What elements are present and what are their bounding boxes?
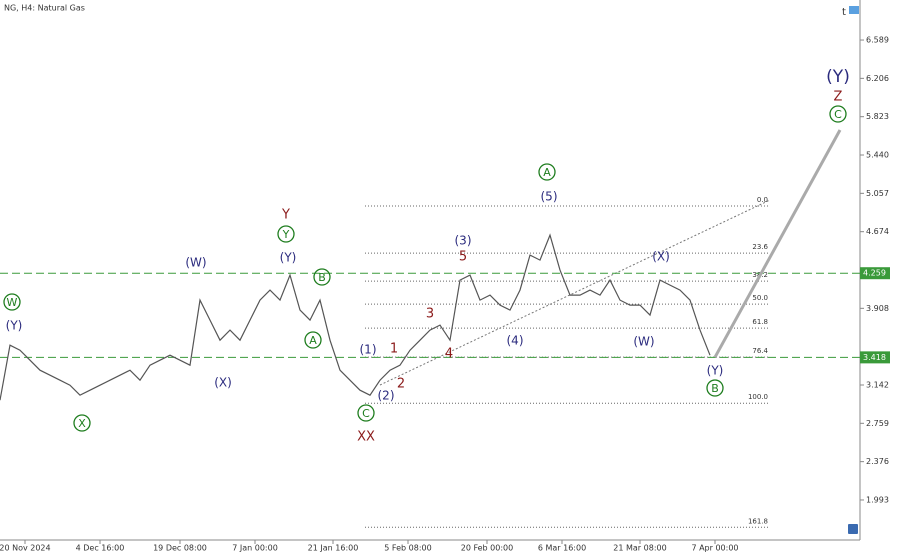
price-line-series xyxy=(713,129,842,358)
wave-label: Y xyxy=(281,208,290,223)
y-tick-label: 2.759 xyxy=(866,419,889,428)
wave-label: (W) xyxy=(633,335,654,349)
x-tick-label: 4 Dec 16:00 xyxy=(76,544,125,553)
fib-label: 161.8 xyxy=(748,517,768,525)
x-tick-label: 21 Jan 16:00 xyxy=(308,544,359,553)
price-line-series xyxy=(0,233,711,401)
x-tick-label: 6 Mar 16:00 xyxy=(538,544,586,553)
fib-label: 50.0 xyxy=(752,294,768,302)
icon[interactable] xyxy=(848,524,858,534)
wave-circle xyxy=(313,268,331,286)
icon[interactable]: t xyxy=(842,7,846,18)
wave-label: C xyxy=(362,407,370,420)
price-label-box xyxy=(860,351,890,364)
y-tick-label: 1.993 xyxy=(866,495,889,504)
wave-label: XX xyxy=(357,430,375,445)
fib-label: 61.8 xyxy=(752,318,768,326)
wave-circle xyxy=(304,331,322,349)
wave-circle xyxy=(538,163,556,181)
wave-label: (Y) xyxy=(826,67,850,87)
wave-label: (1) xyxy=(360,343,377,357)
y-tick-label: 3.142 xyxy=(866,380,889,389)
wave-label: (2) xyxy=(378,389,395,403)
wave-circle xyxy=(829,105,847,123)
wave-label: Z xyxy=(834,90,843,105)
wave-label: (4) xyxy=(507,334,524,348)
fib-label: 100.0 xyxy=(748,393,768,401)
wave-label: C xyxy=(834,108,842,121)
wave-label: A xyxy=(543,166,551,179)
x-tick-label: 20 Nov 2024 xyxy=(0,544,51,553)
wave-label: (W) xyxy=(185,256,206,270)
wave-label: 1 xyxy=(390,342,398,357)
y-tick-label: 6.206 xyxy=(866,74,889,83)
icon[interactable] xyxy=(849,6,859,14)
wave-label: 4 xyxy=(445,347,453,362)
y-tick-label: 5.823 xyxy=(866,112,889,121)
wave-circle xyxy=(706,379,724,397)
y-tick-label: 5.057 xyxy=(866,189,889,198)
wave-label: W xyxy=(7,296,18,309)
price-label: 4.259 xyxy=(863,269,886,278)
wave-label: (5) xyxy=(541,190,558,204)
wave-label: B xyxy=(711,382,719,395)
wave-label: 5 xyxy=(459,250,467,265)
x-tick-label: 7 Apr 00:00 xyxy=(691,544,738,553)
y-tick-label: 6.589 xyxy=(866,36,889,45)
wave-label: (Y) xyxy=(280,251,297,265)
wave-label: (X) xyxy=(214,376,232,390)
wave-label: (X) xyxy=(652,250,670,264)
wave-label: (3) xyxy=(455,234,472,248)
chart-title: NG, H4: Natural Gas xyxy=(4,4,85,13)
wave-circle xyxy=(73,414,91,432)
fib-label: 23.6 xyxy=(752,243,768,251)
x-tick-label: 19 Dec 08:00 xyxy=(153,544,207,553)
wave-circle xyxy=(3,293,21,311)
y-tick-label: 5.440 xyxy=(866,151,889,160)
x-tick-label: 5 Feb 08:00 xyxy=(384,544,431,553)
y-tick-label: 2.376 xyxy=(866,457,889,466)
wave-label: 2 xyxy=(397,377,405,392)
wave-label: (Y) xyxy=(6,319,23,333)
wave-label: (Y) xyxy=(707,364,724,378)
wave-label: A xyxy=(309,334,317,347)
wave-label: B xyxy=(318,271,326,284)
wave-circle xyxy=(277,225,295,243)
y-tick-label: 4.674 xyxy=(866,227,889,236)
x-tick-label: 7 Jan 00:00 xyxy=(232,544,278,553)
x-tick-label: 21 Mar 08:00 xyxy=(613,544,666,553)
wave-label: X xyxy=(78,417,86,430)
wave-label: 3 xyxy=(426,307,434,322)
y-tick-label: 3.908 xyxy=(866,304,889,313)
wave-circle xyxy=(357,404,375,422)
fib-label: 0.0 xyxy=(757,196,768,204)
x-tick-label: 20 Feb 00:00 xyxy=(461,544,513,553)
wave-label: Y xyxy=(282,228,290,241)
fib-label: 76.4 xyxy=(752,347,768,355)
price-label: 3.418 xyxy=(863,353,886,362)
price-label-box xyxy=(860,267,890,280)
